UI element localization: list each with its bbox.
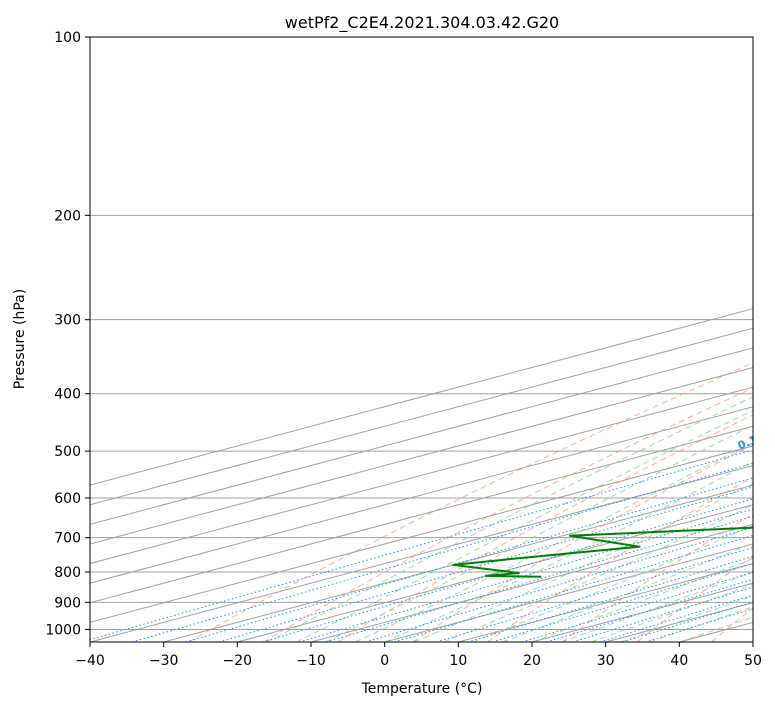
x-tick-label: −20 — [223, 653, 253, 669]
x-tick-label: −40 — [75, 653, 105, 669]
y-tick-label: 1000 — [45, 622, 81, 638]
isotherm-line — [90, 445, 753, 623]
x-tick-label: 50 — [744, 653, 762, 669]
dry-adiabat — [337, 414, 753, 642]
mixing-ratio-line — [299, 508, 753, 642]
mixing-ratio-labels: 0.10.20.40.611.52346810131620253036 — [736, 433, 759, 452]
mixing-ratio-line — [436, 546, 753, 642]
dry-adiabat — [188, 362, 753, 642]
mixing-ratio-line — [90, 450, 749, 641]
dry-adiabat — [412, 443, 753, 642]
moist-adiabat — [413, 482, 753, 642]
x-tick-label: 40 — [670, 653, 688, 669]
dry-adiabat — [561, 513, 753, 642]
isotherm-line — [90, 327, 753, 506]
mixing-ratio-line — [131, 462, 753, 642]
isotherm-line — [237, 504, 753, 642]
x-tick-label: −10 — [296, 653, 326, 669]
moist-adiabat — [561, 571, 753, 642]
background-lines — [90, 37, 753, 642]
series-line-dewpoint — [452, 526, 753, 578]
x-axis-title: Temperature (°C) — [361, 681, 483, 697]
isotherm-line — [163, 484, 753, 642]
mixing-ratio-line — [521, 571, 753, 642]
dry-adiabat — [263, 387, 753, 642]
x-tick-label: −30 — [149, 653, 179, 669]
mixing-ratio-line — [622, 601, 753, 642]
isotherm-line — [90, 465, 753, 642]
y-tick-label: 800 — [54, 565, 81, 581]
moist-adiabat — [472, 524, 753, 642]
x-tick-label: 30 — [597, 653, 615, 669]
y-tick-label: 600 — [54, 491, 81, 507]
moist-adiabat — [296, 409, 753, 642]
mixing-ratio-line — [325, 515, 753, 642]
isotherm-line — [90, 308, 753, 486]
y-tick-label: 100 — [54, 30, 81, 46]
mixing-ratio-line — [218, 486, 753, 642]
isotherm-line — [90, 366, 753, 545]
mixing-ratio-label: 0.1 — [736, 433, 759, 452]
profile-lines — [452, 526, 753, 578]
x-tick-label: 10 — [449, 653, 467, 669]
mixing-ratio-line — [546, 578, 753, 642]
moist-adiabat — [531, 558, 753, 642]
isotherm-line — [752, 641, 753, 642]
mixing-ratio-line — [492, 562, 753, 642]
y-axis-title: Pressure (hPa) — [12, 289, 28, 389]
isotherm-line — [90, 386, 753, 565]
moist-adiabat — [384, 461, 753, 642]
x-tick-label: 20 — [523, 653, 541, 669]
moist-adiabat — [325, 424, 753, 642]
y-axis-ticks: 100 200 300 400 500 600 700 800 900 1000 — [45, 30, 90, 638]
mixing-ratio-line — [599, 594, 753, 642]
y-tick-label: 900 — [54, 595, 81, 611]
chart-title: wetPf2_C2E4.2021.304.03.42.G20 — [285, 13, 559, 33]
x-tick-label: 0 — [380, 653, 389, 669]
plot-frame — [89, 36, 754, 643]
mixing-ratio-line — [572, 586, 753, 642]
y-tick-label: 700 — [54, 531, 81, 547]
isotherm-line — [90, 425, 753, 604]
moist-adiabat — [266, 396, 753, 642]
isotherm-line — [90, 406, 753, 584]
y-tick-label: 200 — [54, 208, 81, 224]
dry-adiabat — [487, 476, 753, 642]
isotherm-line — [310, 523, 753, 642]
y-tick-label: 300 — [54, 313, 81, 329]
y-tick-label: 500 — [54, 444, 81, 460]
x-axis-ticks: −40 −30 −20 −10 0 10 20 30 40 50 — [75, 642, 762, 669]
y-tick-label: 400 — [54, 387, 81, 403]
